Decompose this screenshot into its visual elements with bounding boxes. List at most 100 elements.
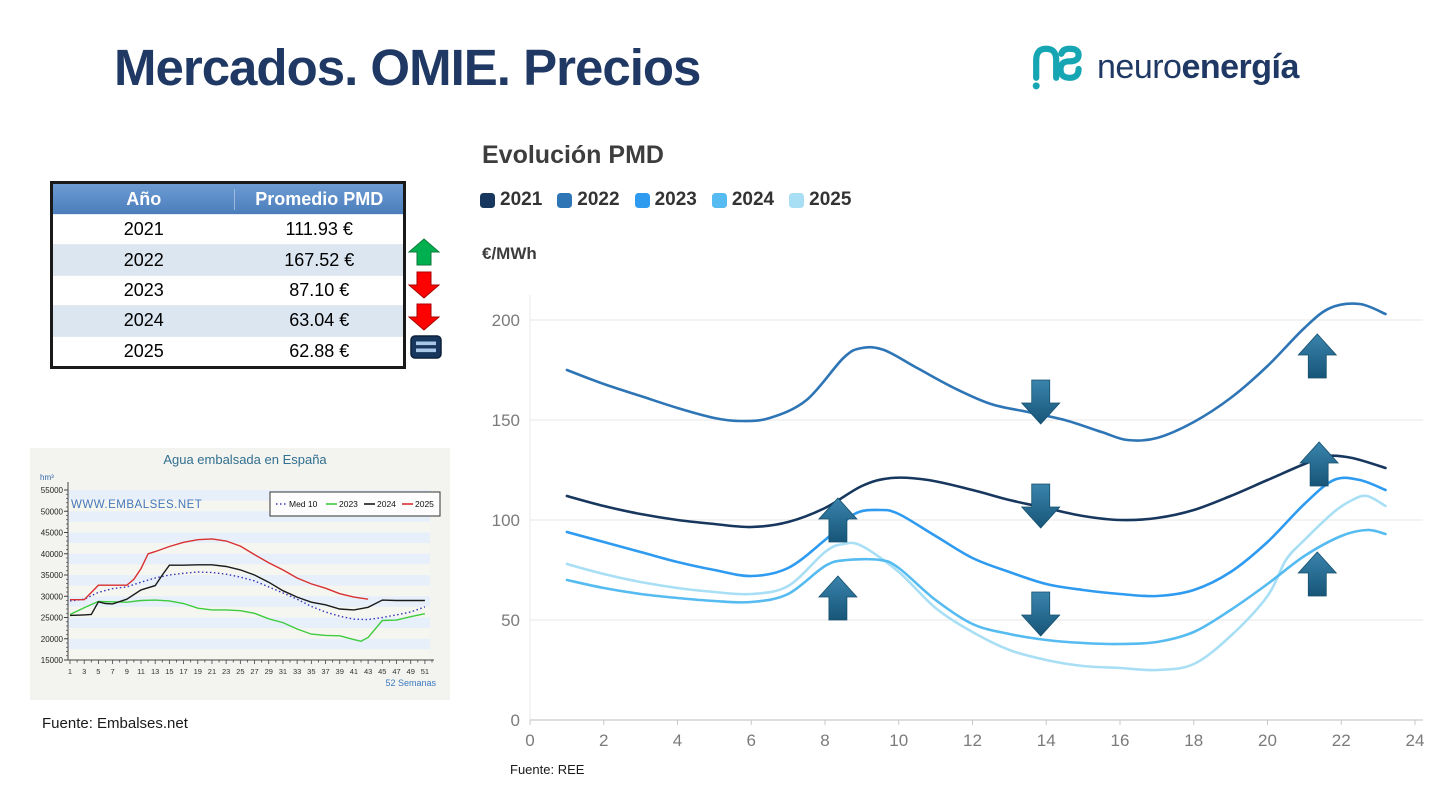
table-header-year: Año (126, 188, 162, 209)
x-tick-label: 16 (1111, 731, 1130, 750)
legend-item-2021: 2021 (480, 189, 542, 211)
x-tick-label: 10 (889, 731, 908, 750)
down-arrow-annotation (1020, 379, 1061, 425)
brand-name-prefix: neuro (1097, 47, 1182, 86)
plot-band (68, 564, 430, 575)
watermark: WWW.EMBALSES.NET (71, 499, 202, 511)
x-tick-label: 0 (525, 731, 534, 750)
year-cell: 2024 (123, 310, 164, 331)
plot-band (68, 500, 430, 512)
series-2023-line (69, 599, 426, 643)
plot-band (68, 532, 430, 544)
plot-band (68, 543, 430, 554)
x-tick-label: 18 (1184, 731, 1203, 750)
y-tick-label: 50000 (41, 507, 64, 516)
y-tick-label: 50 (501, 611, 520, 630)
series-2025-line (70, 538, 369, 601)
embalses-source: Fuente: Embalses.net (42, 715, 188, 732)
series-2025-line (565, 494, 1387, 672)
x-tick-label: 43 (364, 667, 372, 676)
year-cell: 2022 (123, 249, 164, 270)
x-tick-label: 47 (392, 667, 400, 676)
reservoir-chart-title: Agua embalsada en España (163, 452, 327, 467)
y-tick-label: 100 (492, 511, 520, 530)
brand-name: neuroenergía (1097, 48, 1299, 87)
year-cell: 2023 (123, 279, 164, 300)
series-2023-line (565, 476, 1387, 598)
avg-cell: 63.04 € (289, 310, 350, 331)
x-tick-label: 31 (279, 667, 287, 676)
brand-logo: neuroenergía (1030, 40, 1299, 94)
table-header-row: Año Promedio PMD (53, 184, 403, 214)
x-tick-label: 3 (82, 667, 86, 676)
reservoir-chart: Agua embalsada en España hm³ WWW.EMBALSES.… (30, 448, 450, 700)
plot-band (68, 511, 430, 522)
legend-swatch (789, 192, 805, 208)
legend-swatch (634, 192, 650, 208)
series-2021-line (565, 454, 1387, 529)
y-tick-label: 15000 (41, 656, 64, 665)
plot-band (68, 596, 430, 607)
x-tick-label: 9 (125, 667, 129, 676)
plot-band (68, 638, 430, 650)
plot-band (68, 553, 430, 565)
x-tick-label: 45 (378, 667, 386, 676)
plot-band (68, 521, 430, 533)
plot-band (68, 490, 430, 501)
series-2022-line (565, 302, 1387, 442)
legend-swatch (557, 192, 573, 208)
avg-cell: 87.10 € (289, 279, 350, 300)
x-tick-label: 6 (747, 731, 756, 750)
trend-up-icon (407, 238, 441, 266)
x-tick-label: 39 (336, 667, 344, 676)
up-arrow-annotation (1299, 441, 1340, 487)
x-tick-label: 25 (236, 667, 244, 676)
x-tick-label: 35 (307, 667, 315, 676)
x-tick-label: 12 (963, 731, 982, 750)
ree-source: Fuente: REE (510, 762, 585, 777)
avg-cell: 62.88 € (289, 340, 350, 361)
legend-label: 2025 (809, 189, 852, 210)
x-tick-label: 51 (421, 667, 429, 676)
series-2024-line (69, 564, 425, 617)
plot-band (68, 649, 430, 660)
trend-down-icon (407, 303, 441, 331)
x-tick-label: 8 (820, 731, 829, 750)
y-tick-label: 55000 (41, 486, 64, 495)
legend-label: 2025 (415, 499, 434, 509)
legend-label: 2024 (731, 189, 775, 210)
legend-label: 2024 (377, 499, 396, 509)
series-2024-line (565, 528, 1387, 646)
x-tick-label: 7 (111, 667, 115, 676)
x-tick-label: 27 (250, 667, 258, 676)
up-arrow-annotation (1297, 551, 1338, 597)
ne-logo-icon (1032, 45, 1082, 90)
x-tick-label: 24 (1406, 731, 1425, 750)
plot-band (68, 628, 430, 639)
legend-label: 2023 (339, 499, 358, 509)
plot-band (68, 585, 430, 597)
x-tick-label: 4 (673, 731, 682, 750)
x-tick-label: 19 (194, 667, 202, 676)
up-arrow-annotation (818, 575, 858, 621)
x-tick-label: 37 (321, 667, 329, 676)
brand-name-suffix: energía (1181, 47, 1299, 86)
x-tick-label: 11 (137, 667, 145, 676)
legend-item-2023: 2023 (634, 189, 697, 211)
down-arrow-annotation (1020, 591, 1061, 637)
x-tick-label: 13 (151, 667, 159, 676)
table-row: 2025 62.88 € (53, 335, 403, 366)
x-tick-label: 5 (96, 667, 100, 676)
legend-item-2024: 2024 (711, 189, 775, 211)
x-tick-label: 15 (165, 667, 173, 676)
y-tick-label: 35000 (41, 571, 64, 580)
legend-label: 2021 (500, 189, 543, 210)
y-tick-label: 25000 (41, 614, 64, 623)
pmd-chart-legend: 2021 2022 2023 2024 2025 (480, 189, 851, 211)
legend-item-2022: 2022 (557, 189, 620, 211)
legend-label: 2023 (654, 189, 697, 210)
y-tick-label: 45000 (41, 529, 64, 538)
x-tick-label: 33 (293, 667, 301, 676)
